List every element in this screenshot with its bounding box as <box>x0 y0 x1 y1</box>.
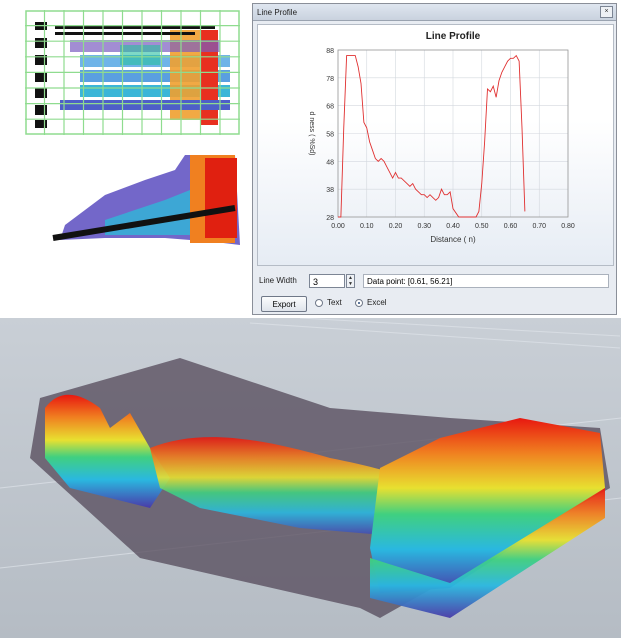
close-icon[interactable]: × <box>600 6 613 18</box>
line-width-input[interactable]: 3 <box>309 274 345 288</box>
y-tick-label: 68 <box>326 104 334 111</box>
line-profile-window: Line Profile × Line Profile 0.00 0.10 0.20 0… <box>252 3 617 315</box>
y-tick-label: 48 <box>326 159 334 166</box>
line-width-stepper[interactable]: ▲ ▼ <box>346 274 355 288</box>
x-tick-label: 0.80 <box>561 223 575 230</box>
radio-excel[interactable] <box>355 299 363 307</box>
x-tick-label: 0.00 <box>331 223 345 230</box>
x-tick-label: 0.70 <box>532 223 546 230</box>
surface-middle-band <box>150 437 440 538</box>
line-width-row: Line Width 3 ▲ ▼ Data point: [0.61, 56.21… <box>257 272 612 290</box>
radio-text[interactable] <box>315 299 323 307</box>
radio-excel-label: Excel <box>367 298 387 307</box>
x-tick-label: 0.50 <box>475 223 489 230</box>
y-axis-label: d ness ( %Sd) <box>308 112 315 156</box>
x-tick-label: 0.30 <box>417 223 431 230</box>
y-tick-label: 28 <box>326 215 334 222</box>
grid-line-set <box>25 10 240 135</box>
x-axis-label: Distance ( n) <box>430 235 476 244</box>
profile-line[interactable] <box>52 205 236 241</box>
surface-left-ridge <box>45 394 170 508</box>
window-title: Line Profile <box>257 7 298 17</box>
y-tick-label: 58 <box>326 132 334 139</box>
plot-frame <box>337 49 569 218</box>
y-tick-label: 88 <box>326 48 334 55</box>
y-tick-label: 38 <box>326 187 334 194</box>
line-width-label: Line Width <box>259 276 297 285</box>
y-tick-label: 78 <box>326 76 334 83</box>
export-button[interactable]: Export <box>261 296 307 312</box>
window-titlebar: Line Profile <box>253 4 616 21</box>
profile-heatmap-image <box>52 155 240 245</box>
line-profile-chart: Line Profile 0.00 0.10 0.20 0.30 0.40 0.50 0.60… <box>257 24 614 266</box>
chart-svg: Line Profile 0.00 0.10 0.20 0.30 0.40 0.50 0.60… <box>308 31 575 244</box>
surface-front-wall <box>370 488 605 618</box>
3d-surface-plot <box>0 318 621 638</box>
x-tick-label: 0.40 <box>446 223 460 230</box>
heatmap-cells <box>60 30 230 125</box>
surface-right-block <box>370 418 605 593</box>
grid-heatmap-image <box>25 10 240 135</box>
x-tick-label: 0.20 <box>389 223 403 230</box>
chart-title: Line Profile <box>426 31 481 42</box>
radio-text-label: Text <box>327 298 342 307</box>
x-tick-label: 0.60 <box>504 223 518 230</box>
data-point-readout: Data point: [0.61, 56.21] <box>363 274 609 288</box>
x-tick-label: 0.10 <box>360 223 374 230</box>
profile-series-line <box>338 54 526 218</box>
heatmap-red-block <box>205 158 237 238</box>
export-row: Export Text Excel <box>257 295 612 313</box>
